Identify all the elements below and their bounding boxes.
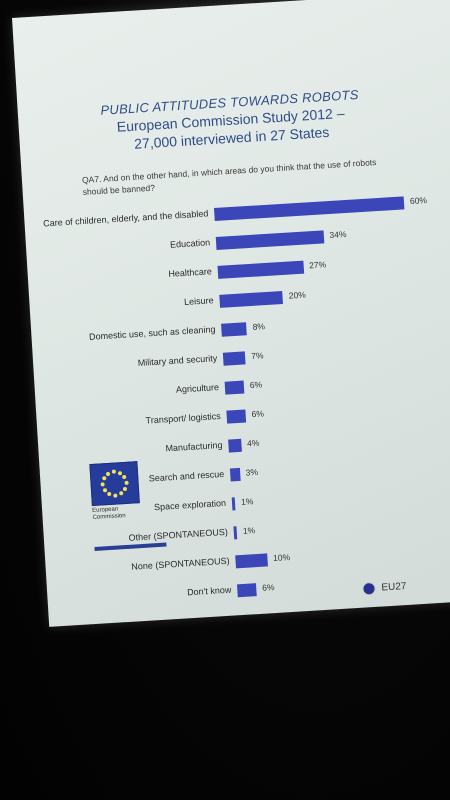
eu-flag-icon <box>89 461 140 507</box>
value-label: 6% <box>261 582 275 593</box>
legend-marker-icon <box>362 581 376 596</box>
bar <box>217 260 304 279</box>
category-label: Domestic use, such as cleaning <box>88 324 216 342</box>
slide-header: PUBLIC ATTITUDES TOWARDS ROBOTS European… <box>99 87 362 154</box>
eu-logo: European Commission <box>89 461 140 521</box>
value-label: 20% <box>288 289 307 301</box>
bar <box>224 380 245 395</box>
category-label: Healthcare <box>168 266 213 279</box>
bar <box>228 438 242 453</box>
bar <box>226 409 247 424</box>
category-label: Leisure <box>183 295 214 308</box>
value-label: 6% <box>249 379 263 391</box>
bar <box>229 467 241 482</box>
category-label: Other (SPONTANEOUS) <box>128 526 229 543</box>
category-label: Transport/ logistics <box>145 411 221 426</box>
bar <box>221 322 248 337</box>
star-icon <box>124 480 129 485</box>
value-label: 1% <box>242 525 256 536</box>
bar <box>233 526 238 540</box>
category-label: None (SPONTANEOUS) <box>131 555 230 572</box>
star-icon <box>107 492 112 497</box>
value-label: 3% <box>245 466 259 478</box>
bar-chart: Care of children, elderly, and the disab… <box>43 192 450 634</box>
value-label: 60% <box>409 195 428 207</box>
survey-question: QA7. And on the other hand, in which are… <box>81 157 377 197</box>
value-label: 4% <box>246 437 260 449</box>
eu-logo-text: European Commission <box>92 505 139 522</box>
bar <box>222 351 246 366</box>
star-icon <box>111 469 117 474</box>
bar <box>213 196 405 221</box>
star-icon <box>119 491 124 496</box>
bar <box>236 583 257 598</box>
bar <box>219 290 284 308</box>
value-label: 6% <box>251 408 265 420</box>
bar <box>235 553 268 569</box>
star-icon <box>117 470 123 475</box>
bar <box>231 497 236 511</box>
star-icon <box>100 482 105 487</box>
legend-label: EU27 <box>381 580 407 594</box>
category-label: Military and security <box>137 353 218 368</box>
category-label: Education <box>169 237 211 250</box>
value-label: 8% <box>252 321 266 332</box>
value-label: 34% <box>329 228 347 241</box>
star-icon <box>101 476 106 481</box>
star-icon <box>123 486 128 492</box>
category-label: Manufacturing <box>165 439 223 454</box>
category-label: Care of children, elderly, and the disab… <box>42 208 209 229</box>
category-label: Don't know <box>186 584 232 598</box>
category-label: Space exploration <box>153 497 227 513</box>
chart-legend: EU27 <box>362 580 407 596</box>
category-label: Search and rescue <box>148 468 225 484</box>
value-label: 7% <box>250 350 264 362</box>
value-label: 10% <box>272 552 291 564</box>
projection-screen: PUBLIC ATTITUDES TOWARDS ROBOTS European… <box>12 0 450 627</box>
star-icon <box>113 493 118 498</box>
value-label: 1% <box>240 496 254 507</box>
star-icon <box>122 474 127 480</box>
bar <box>215 230 324 250</box>
star-icon <box>105 471 111 476</box>
category-label: Agriculture <box>175 382 220 395</box>
value-label: 27% <box>308 259 327 271</box>
star-icon <box>102 488 107 493</box>
